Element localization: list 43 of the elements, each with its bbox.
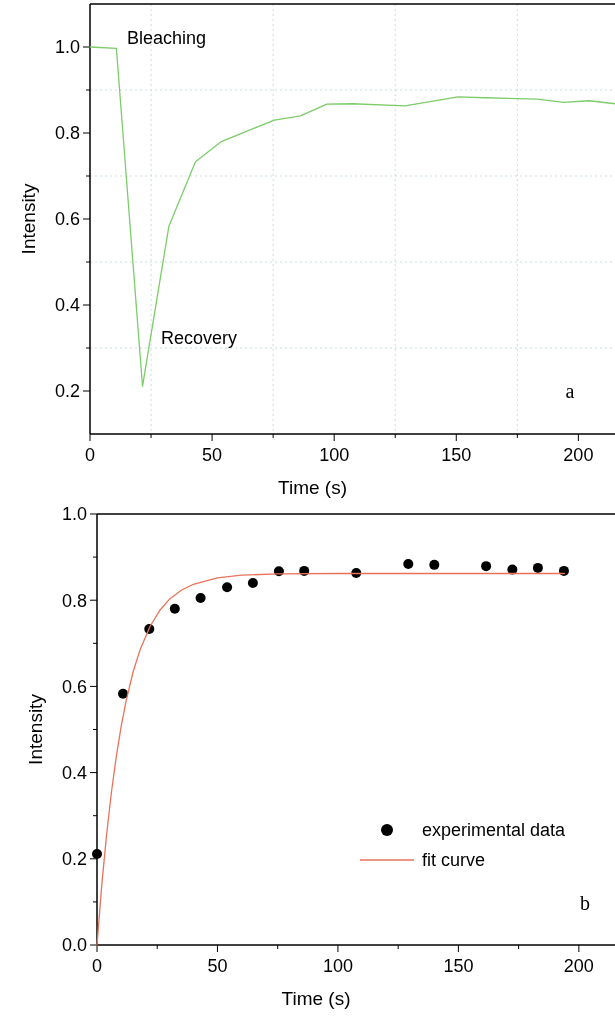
annotation: Bleaching [127,28,207,48]
point [92,849,102,860]
x-tick-label: 200 [563,956,594,976]
y-tick-label: 0.8 [54,123,80,144]
line-series [89,46,615,387]
x-tick-label: 0 [91,956,103,976]
point [481,561,492,572]
y-tick-label: 1.0 [61,504,87,525]
y-tick-label: 0.6 [54,209,80,230]
point [429,559,440,570]
annotation: Recovery [161,328,238,348]
x-tick-label: 150 [443,956,474,976]
point [222,582,233,593]
point [558,565,569,576]
x-tick-label: 200 [563,445,594,465]
y-tick-label: 0.2 [54,381,80,402]
y-tick-label: 0.8 [61,590,87,611]
legend-label: fit curve [422,850,486,871]
y-tick-label: 0.0 [61,935,87,956]
y-tick-label: 1.0 [54,37,80,58]
y-axis-title: Intensity [18,183,39,255]
x-tick-label: 0 [84,445,96,465]
x-axis-title: Time (s) [281,988,351,1009]
y-tick-label: 0.2 [61,849,87,870]
y-tick-label: 0.6 [61,676,87,697]
y-axis-title: Intensity [25,693,46,765]
point [169,603,180,614]
x-tick-label: 50 [202,445,223,465]
point [403,559,414,569]
annotation: b [580,892,590,914]
x-tick-label: 150 [441,445,472,465]
x-tick-label: 100 [322,956,353,976]
point [118,688,129,699]
legend-label: experimental data [422,820,567,841]
y-tick-label: 0.4 [61,762,87,783]
x-tick-label: 100 [319,445,350,465]
x-axis-title: Time (s) [278,477,347,498]
point [195,593,206,604]
point [247,577,258,588]
annotation: a [565,380,575,402]
point [532,562,543,573]
x-tick-label: 50 [207,956,228,976]
y-tick-label: 0.4 [54,295,80,316]
